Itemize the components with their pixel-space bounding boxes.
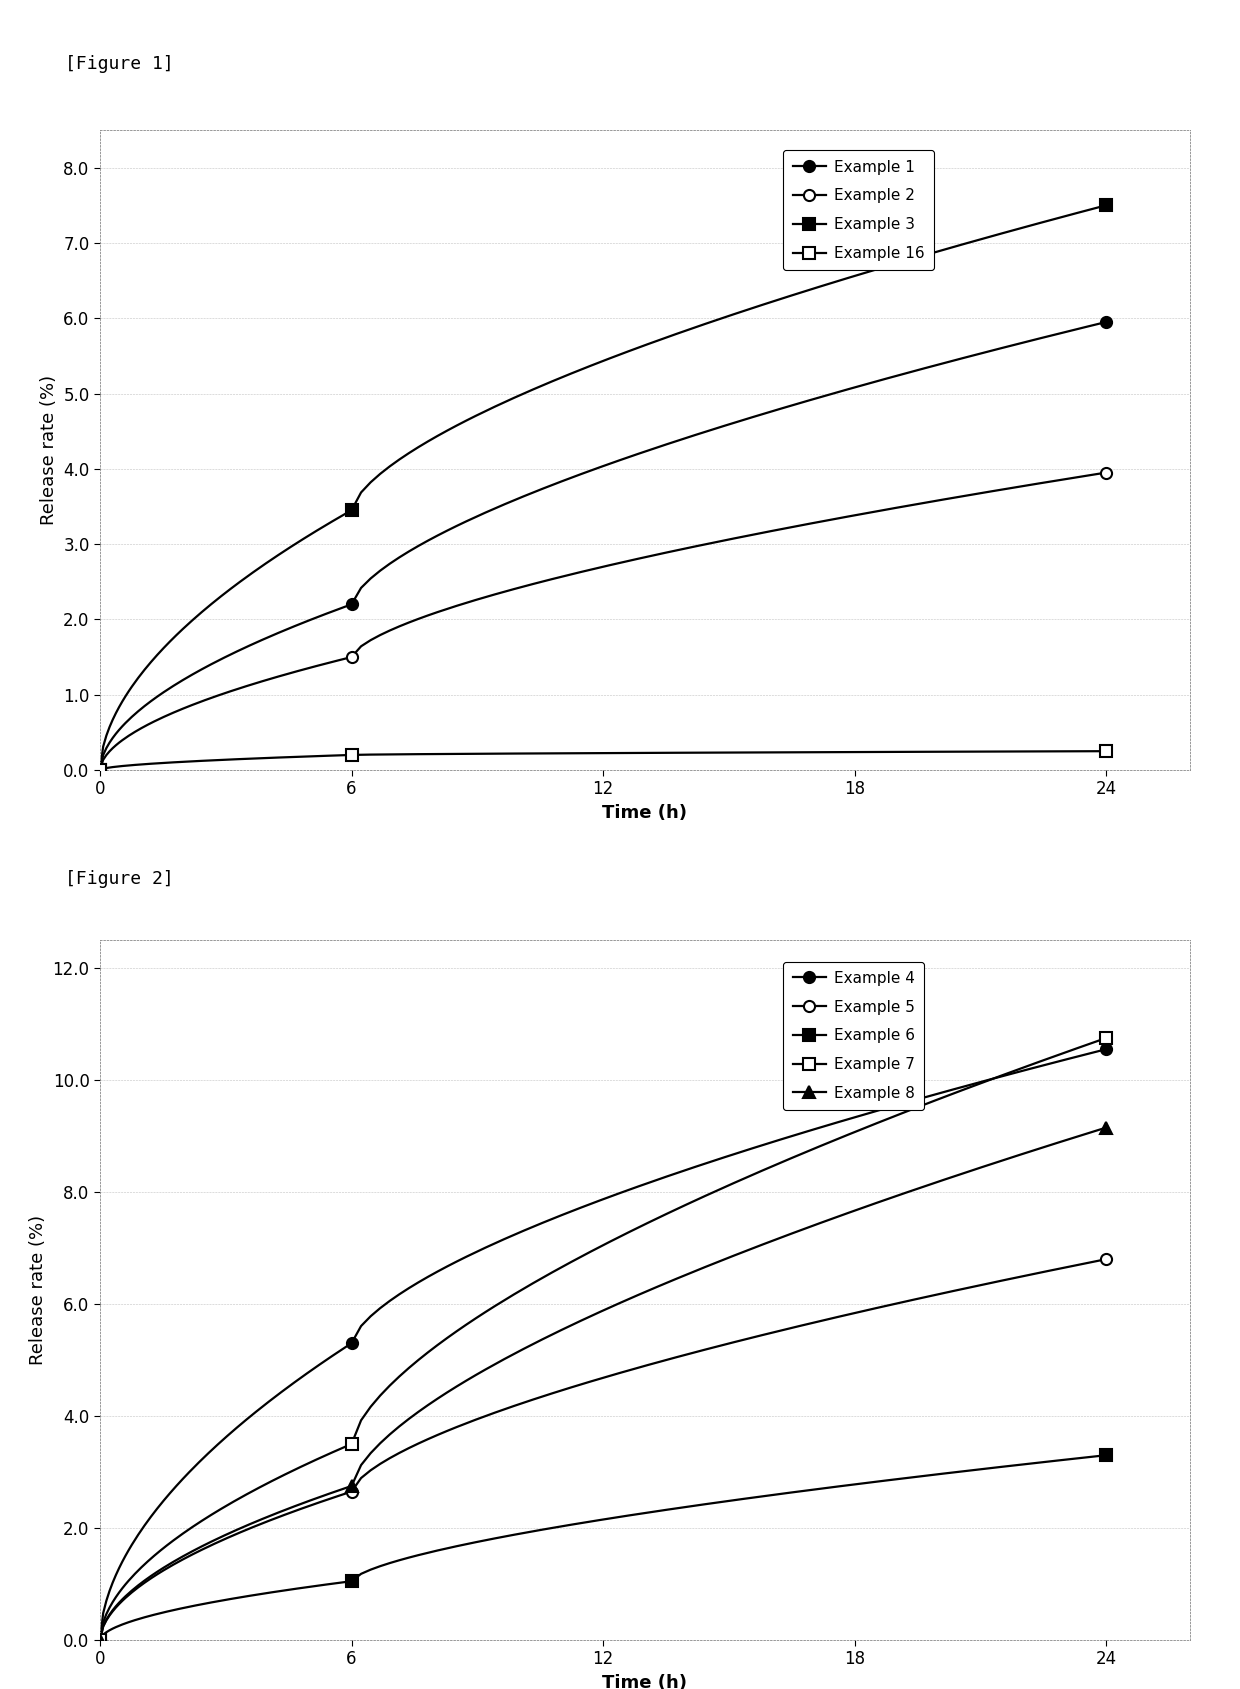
Legend: Example 4, Example 5, Example 6, Example 7, Example 8: Example 4, Example 5, Example 6, Example… (784, 961, 924, 1110)
Y-axis label: Release rate (%): Release rate (%) (29, 1214, 47, 1365)
Text: [Figure 1]: [Figure 1] (64, 56, 174, 73)
Text: [Figure 2]: [Figure 2] (64, 870, 174, 888)
X-axis label: Time (h): Time (h) (603, 1674, 687, 1689)
X-axis label: Time (h): Time (h) (603, 804, 687, 823)
Y-axis label: Release rate (%): Release rate (%) (40, 375, 57, 525)
Legend: Example 1, Example 2, Example 3, Example 16: Example 1, Example 2, Example 3, Example… (784, 150, 934, 270)
